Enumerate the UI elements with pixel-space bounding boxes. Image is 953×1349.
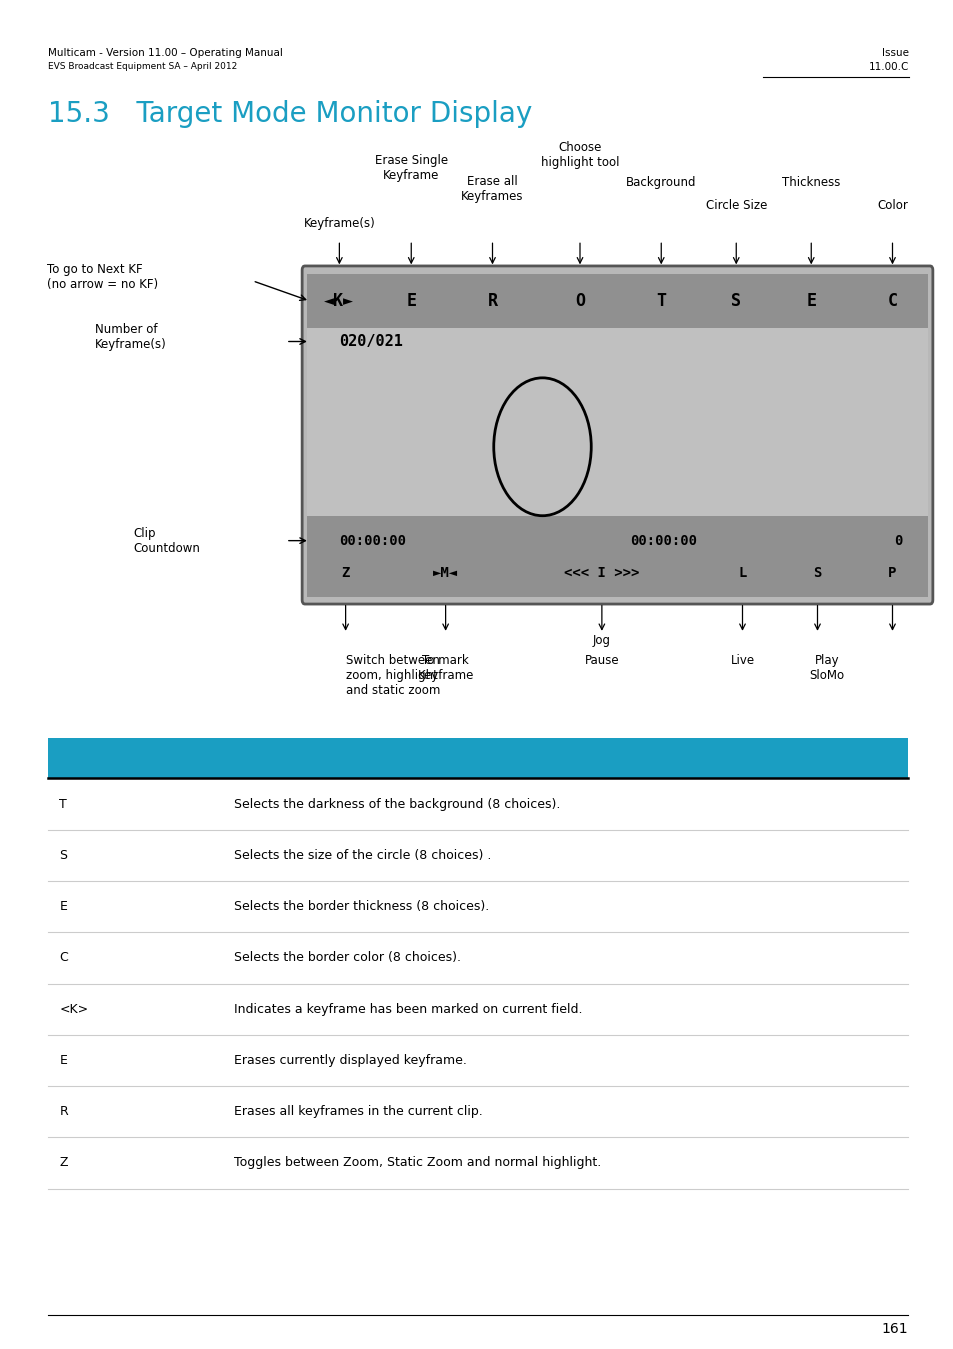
Text: Selects the darkness of the background (8 choices).: Selects the darkness of the background (… [233,797,559,811]
Text: S: S [813,567,821,580]
FancyBboxPatch shape [302,266,932,604]
Text: C: C [59,951,68,965]
Text: R: R [487,291,497,310]
Text: 0: 0 [894,534,902,548]
Text: Number of
Keyframe(s): Number of Keyframe(s) [95,324,167,352]
Text: 00:00:00: 00:00:00 [629,534,697,548]
Text: S: S [731,291,740,310]
Text: P: P [887,567,896,580]
Text: E: E [59,900,68,913]
Text: Color: Color [876,200,907,212]
Text: O: O [575,291,584,310]
Bar [48,738,907,778]
Bar [307,274,927,328]
Text: ◄K►: ◄K► [324,291,354,310]
Text: Circle Size: Circle Size [705,200,766,212]
Text: S: S [59,849,68,862]
Text: Displayed Letter: Displayed Letter [59,751,175,765]
Text: Issue: Issue [882,49,908,58]
Text: Erases currently displayed keyframe.: Erases currently displayed keyframe. [233,1054,466,1067]
Text: E: E [805,291,816,310]
Text: Live: Live [730,654,754,666]
Text: Erases all keyframes in the current clip.: Erases all keyframes in the current clip… [233,1105,482,1118]
Text: Play
SloMo: Play SloMo [809,654,843,683]
Text: Z: Z [341,567,350,580]
Text: Background: Background [625,177,696,189]
Text: EVS Broadcast Equipment SA – April 2012: EVS Broadcast Equipment SA – April 2012 [48,62,237,71]
Text: Thickness: Thickness [781,177,840,189]
Text: Multicam - Version 11.00 – Operating Manual: Multicam - Version 11.00 – Operating Man… [48,49,283,58]
Text: Keyframe(s): Keyframe(s) [303,217,375,229]
Text: Indicates a keyframe has been marked on current field.: Indicates a keyframe has been marked on … [233,1002,582,1016]
Text: Selects the border thickness (8 choices).: Selects the border thickness (8 choices)… [233,900,489,913]
Bar [307,517,927,598]
Text: T: T [656,291,665,310]
Text: T: T [59,797,67,811]
Text: 11.00.C: 11.00.C [868,62,908,71]
Text: Selects the size of the circle (8 choices) .: Selects the size of the circle (8 choice… [233,849,491,862]
Text: 15.3   Target Mode Monitor Display: 15.3 Target Mode Monitor Display [48,100,532,128]
Text: 020/021: 020/021 [339,335,403,349]
Text: Jog: Jog [592,634,610,646]
Text: Erase all
Keyframes: Erase all Keyframes [460,174,523,202]
Text: E: E [406,291,416,310]
Text: Switch between
zoom, highlight
and static zoom: Switch between zoom, highlight and stati… [345,654,439,697]
Text: Toggles between Zoom, Static Zoom and normal highlight.: Toggles between Zoom, Static Zoom and no… [233,1156,600,1170]
Text: ►M◄: ►M◄ [433,567,457,580]
Text: Clip
Countdown: Clip Countdown [133,526,200,554]
Text: Erase Single
Keyframe: Erase Single Keyframe [375,154,447,182]
Text: Z: Z [59,1156,68,1170]
Text: 161: 161 [881,1322,907,1336]
Text: C: C [886,291,897,310]
Text: To go to Next KF
(no arrow = no KF): To go to Next KF (no arrow = no KF) [48,263,158,291]
Text: <<< I >>>: <<< I >>> [563,567,639,580]
Text: 00:00:00: 00:00:00 [339,534,406,548]
Bar [307,368,927,517]
Text: To mark
Keyframe: To mark Keyframe [417,654,474,683]
Text: L: L [738,567,746,580]
Text: Choose
highlight tool: Choose highlight tool [540,140,618,169]
Text: <K>: <K> [59,1002,89,1016]
Text: Selects the border color (8 choices).: Selects the border color (8 choices). [233,951,460,965]
Text: Function: Function [233,751,294,765]
Text: R: R [59,1105,68,1118]
Bar [307,328,927,368]
Text: Pause: Pause [584,654,618,666]
Text: E: E [59,1054,68,1067]
